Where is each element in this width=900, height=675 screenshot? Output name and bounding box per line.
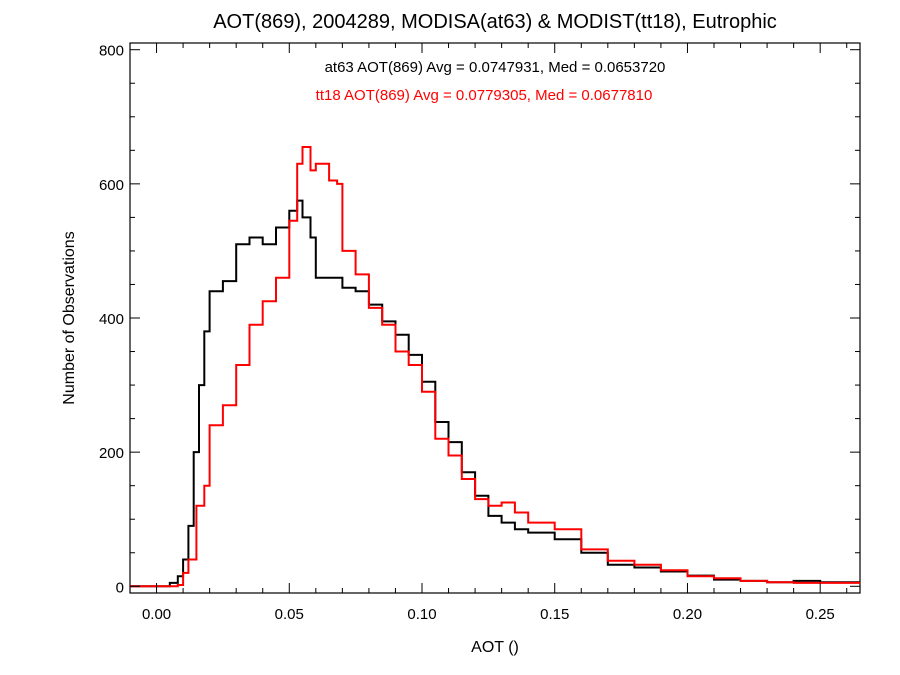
x-tick-label: 0.10 bbox=[407, 606, 436, 623]
plot-border bbox=[129, 42, 861, 594]
y-axis: 0 200 400 600 800 bbox=[99, 43, 860, 596]
x-tick-label: 0.20 bbox=[673, 606, 702, 623]
y-axis-label: Number of Observations bbox=[61, 231, 78, 404]
x-tick-label: 0.05 bbox=[275, 606, 304, 623]
x-axis: 0.00 0.05 0.10 0.15 0.20 0.25 bbox=[142, 43, 848, 623]
histogram-series-0 bbox=[130, 199, 860, 588]
series-layer bbox=[130, 146, 860, 588]
y-tick-label: 400 bbox=[99, 311, 124, 328]
annotation-tt18-stats: tt18 AOT(869) Avg = 0.0779305, Med = 0.0… bbox=[316, 87, 653, 104]
y-tick-label: 200 bbox=[99, 445, 124, 462]
histogram-series-1 bbox=[130, 146, 860, 588]
x-tick-label: 0.00 bbox=[142, 606, 171, 623]
y-tick-label: 0 bbox=[116, 579, 124, 596]
annotation-at63-stats: at63 AOT(869) Avg = 0.0747931, Med = 0.0… bbox=[325, 59, 666, 76]
x-tick-label: 0.25 bbox=[806, 606, 835, 623]
y-tick-label: 800 bbox=[99, 43, 124, 60]
x-tick-label: 0.15 bbox=[540, 606, 569, 623]
y-tick-label: 600 bbox=[99, 177, 124, 194]
chart-title: AOT(869), 2004289, MODISA(at63) & MODIST… bbox=[213, 11, 777, 33]
plot-frame bbox=[129, 42, 861, 594]
x-axis-label: AOT () bbox=[471, 639, 519, 656]
